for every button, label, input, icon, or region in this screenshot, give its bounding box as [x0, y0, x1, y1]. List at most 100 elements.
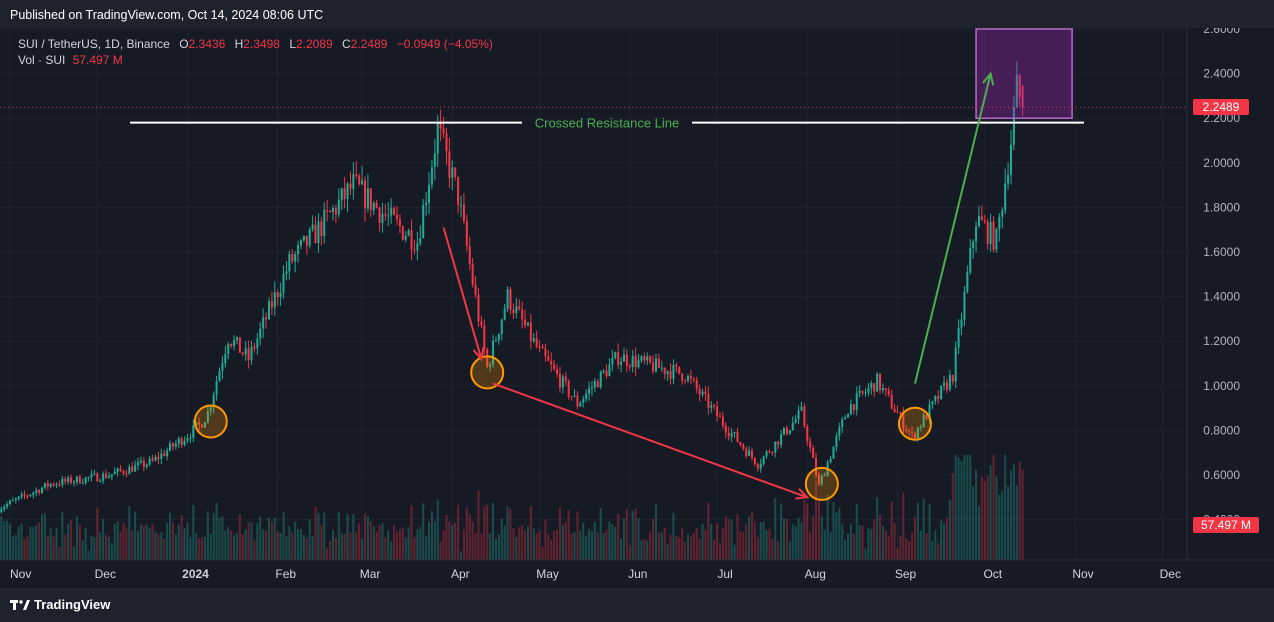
volume-bar: [454, 522, 457, 560]
candle-body: [596, 381, 599, 388]
price-chart[interactable]: Crossed Resistance Line 0.40000.60000.80…: [0, 28, 1274, 588]
volume-bar: [777, 541, 780, 560]
volume-bar: [8, 524, 12, 560]
candle-body: [384, 213, 387, 216]
volume-bar: [785, 518, 788, 560]
volume-bar: [524, 530, 527, 560]
volume-bar: [521, 525, 524, 560]
x-tick-label: May: [536, 567, 559, 581]
volume-bar: [20, 523, 23, 560]
red-arrow-head: [472, 347, 485, 362]
volume-bar: [486, 504, 489, 560]
volume-bar: [40, 514, 44, 560]
candle-body: [122, 470, 125, 474]
volume-bar: [145, 524, 148, 560]
candle-body: [739, 442, 742, 445]
x-tick-label: Jul: [717, 567, 732, 581]
volume-bar: [267, 517, 270, 560]
candle-body: [154, 457, 157, 461]
volume-bar: [131, 530, 134, 560]
candle-body: [72, 481, 76, 484]
volume-bar: [832, 502, 835, 560]
candle-body: [771, 452, 774, 454]
volume-bar: [416, 529, 419, 560]
volume-bar: [38, 522, 41, 560]
volume-bar: [331, 529, 335, 560]
candle-body: [218, 370, 221, 382]
volume-bar: [35, 525, 38, 560]
candle-body: [611, 357, 614, 365]
candle-body: [593, 381, 596, 388]
volume-bar: [774, 498, 777, 560]
candle-body: [352, 174, 355, 189]
volume-bar: [270, 521, 273, 560]
high-label: H: [234, 37, 244, 51]
candle-body: [413, 249, 416, 251]
candle-body: [163, 453, 166, 456]
candle-body: [227, 343, 230, 354]
candle-body: [788, 430, 791, 434]
volume-bar: [390, 541, 393, 560]
volume-bar: [593, 522, 596, 560]
chart-pane[interactable]: [0, 28, 1274, 588]
volume-bar: [427, 521, 431, 560]
candle-body: [748, 450, 751, 456]
x-tick-label: Dec: [1160, 567, 1181, 581]
candle-body: [416, 243, 419, 251]
candle-body: [957, 327, 960, 348]
candle-body: [471, 264, 474, 285]
candle-body: [238, 337, 241, 353]
volume-bar: [209, 533, 212, 560]
volume-bar: [756, 536, 759, 560]
volume-bar: [1001, 490, 1004, 560]
volume-bar: [718, 543, 722, 560]
volume-bar: [230, 530, 233, 560]
volume-bar: [896, 547, 899, 560]
candle-body: [975, 226, 978, 242]
volume-bar: [494, 538, 497, 560]
tradingview-brand[interactable]: TradingView: [10, 597, 110, 612]
volume-bar: [174, 534, 177, 560]
volume-bar: [125, 527, 128, 560]
candle-body: [855, 393, 858, 410]
volume-bar: [742, 531, 745, 560]
candle-body: [538, 346, 541, 348]
candle-body: [119, 468, 122, 471]
volume-bar: [736, 513, 739, 560]
volume-bar: [954, 455, 957, 560]
volume-bar: [326, 548, 329, 560]
candle-body: [922, 414, 925, 428]
candle-body: [911, 432, 914, 434]
volume-bar: [32, 527, 35, 560]
volume-bar: [957, 457, 960, 560]
volume-bar: [134, 511, 137, 560]
low-label: L: [289, 37, 296, 51]
volume-bar: [102, 518, 105, 560]
candle-body: [294, 254, 297, 262]
volume-bar: [302, 534, 305, 560]
candle-body: [363, 180, 367, 209]
candle-body: [427, 184, 431, 203]
candle-body: [681, 373, 684, 381]
candle-body: [913, 433, 916, 439]
candle-body: [439, 123, 442, 129]
volume-bar: [622, 518, 625, 560]
candle-body: [620, 361, 623, 365]
candle-body: [995, 229, 998, 250]
candle-body: [820, 475, 823, 485]
candle-body: [425, 202, 428, 205]
volume-bar: [945, 517, 948, 560]
candle-body: [8, 500, 12, 505]
candle-body: [23, 494, 26, 496]
candle-body: [951, 375, 954, 382]
volume-bar: [201, 537, 204, 560]
candle-body: [896, 412, 899, 414]
candle-body: [1009, 144, 1013, 175]
candle-body: [46, 483, 49, 487]
candle-body: [1012, 107, 1015, 145]
volume-bar: [474, 533, 477, 560]
volume-bar: [684, 542, 687, 560]
volume-bar: [3, 521, 6, 560]
candle-body: [980, 216, 983, 221]
candle-body: [684, 380, 687, 382]
